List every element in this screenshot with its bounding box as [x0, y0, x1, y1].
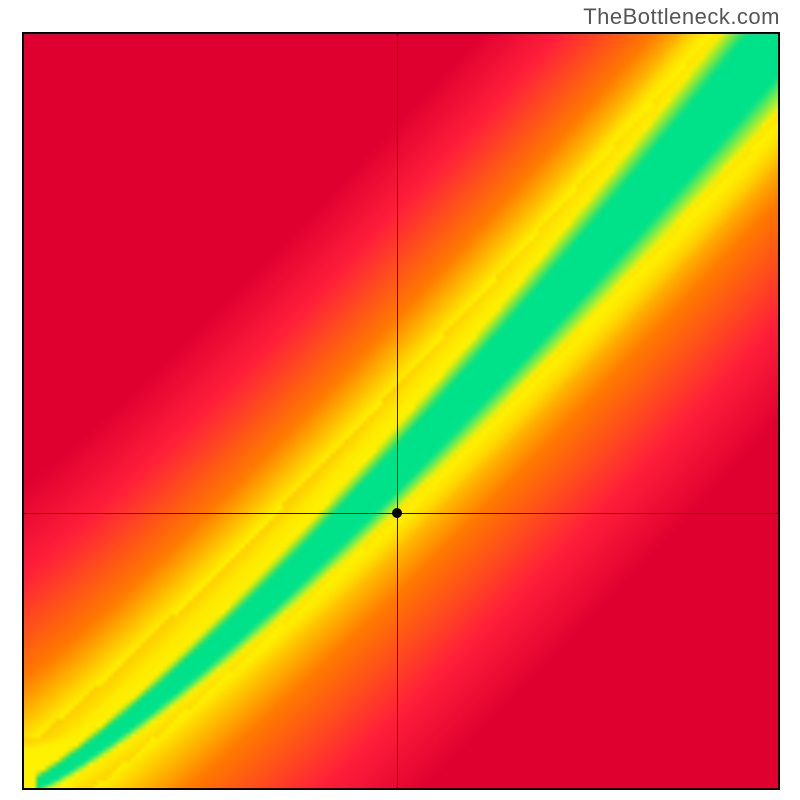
crosshair-vertical [397, 32, 398, 790]
crosshair-marker [392, 508, 402, 518]
bottleneck-heatmap [22, 32, 780, 790]
chart-container: TheBottleneck.com [0, 0, 800, 800]
watermark-text: TheBottleneck.com [583, 4, 780, 30]
